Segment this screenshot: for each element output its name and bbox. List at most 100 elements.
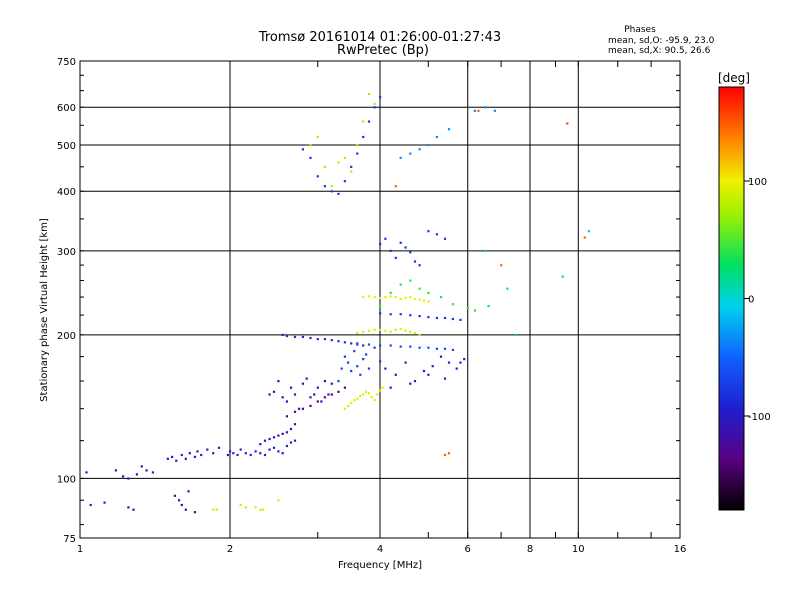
data-point: [184, 457, 187, 460]
data-point: [409, 314, 412, 317]
data-point: [180, 503, 183, 507]
data-point: [356, 365, 359, 368]
data-point: [404, 361, 407, 364]
data-point: [427, 316, 430, 319]
data-point: [373, 328, 376, 331]
data-point: [316, 338, 319, 341]
data-point: [418, 346, 421, 349]
data-point: [347, 404, 350, 407]
data-point: [435, 233, 438, 236]
x-tick-label: 6: [465, 544, 471, 555]
chart-subtitle: RwPretec (Bp): [337, 43, 429, 58]
data-point: [394, 373, 397, 376]
data-point: [373, 102, 376, 105]
data-point: [418, 333, 421, 336]
data-point: [193, 455, 196, 458]
data-point: [413, 297, 417, 300]
data-point: [373, 296, 376, 299]
data-point: [473, 309, 476, 312]
colorbar-ticks: 100 0 -100: [744, 177, 771, 423]
data-point: [427, 346, 430, 349]
data-point: [399, 283, 402, 286]
data-point: [254, 506, 257, 509]
data-point: [427, 373, 430, 376]
colorbar-tick-label: 0: [748, 295, 754, 306]
data-point: [362, 393, 365, 396]
data-point: [289, 427, 293, 431]
data-point: [309, 144, 312, 147]
data-point: [309, 396, 312, 399]
data-point: [180, 453, 183, 457]
data-point: [409, 251, 412, 254]
data-point: [350, 165, 353, 168]
x-tick-label: 2: [227, 544, 233, 555]
data-point: [127, 506, 130, 509]
data-point: [373, 346, 376, 349]
data-point: [259, 443, 262, 446]
data-point: [343, 156, 346, 159]
y-tick-label: 300: [57, 247, 76, 258]
data-point: [122, 475, 125, 478]
data-point: [399, 327, 402, 330]
data-point: [409, 330, 412, 333]
data-point: [272, 390, 276, 393]
data-point: [373, 399, 376, 402]
data-point: [404, 296, 407, 300]
data-point: [394, 296, 397, 299]
data-point: [506, 287, 509, 290]
data-point: [236, 453, 239, 457]
data-point: [373, 106, 376, 109]
data-point: [427, 230, 430, 233]
data-point: [309, 404, 312, 407]
data-point: [347, 361, 350, 364]
data-point: [413, 331, 417, 334]
data-point: [297, 407, 301, 410]
data-point: [379, 96, 382, 99]
data-point: [384, 237, 387, 240]
data-point: [381, 386, 384, 389]
data-point: [362, 135, 365, 139]
data-point: [376, 393, 379, 396]
data-point: [389, 386, 392, 389]
data-point: [353, 399, 356, 402]
y-tick-label: 600: [57, 103, 76, 114]
data-point: [316, 135, 319, 139]
data-point: [337, 390, 340, 393]
data-point: [399, 241, 402, 244]
data-point: [323, 165, 326, 168]
data-point: [301, 335, 304, 339]
data-point: [323, 380, 326, 383]
data-point: [394, 256, 397, 259]
data-point: [293, 335, 297, 339]
data-point: [212, 452, 215, 455]
data-point: [175, 459, 178, 462]
data-point: [350, 369, 353, 373]
data-point: [399, 297, 402, 300]
data-point: [362, 120, 365, 123]
data-point: [356, 342, 359, 345]
data-point: [309, 156, 312, 159]
data-point: [389, 313, 392, 316]
data-point: [409, 279, 412, 282]
data-point: [293, 423, 297, 426]
data-point: [379, 296, 382, 300]
data-point: [459, 361, 462, 364]
data-point: [285, 400, 288, 403]
x-tick-label: 4: [377, 544, 383, 555]
data-point: [293, 439, 297, 442]
data-point: [323, 185, 326, 188]
data-point: [365, 353, 368, 356]
data-point: [309, 336, 312, 340]
data-point: [229, 450, 232, 453]
data-point: [272, 436, 276, 439]
data-point: [515, 333, 518, 336]
data-point: [362, 330, 365, 333]
data-point: [293, 393, 297, 396]
data-point: [343, 341, 346, 344]
data-point: [356, 152, 359, 155]
data-point: [272, 446, 276, 449]
x-tick-label: 10: [572, 544, 585, 555]
data-point: [379, 304, 382, 308]
data-point: [343, 386, 346, 389]
data-point: [362, 358, 365, 361]
